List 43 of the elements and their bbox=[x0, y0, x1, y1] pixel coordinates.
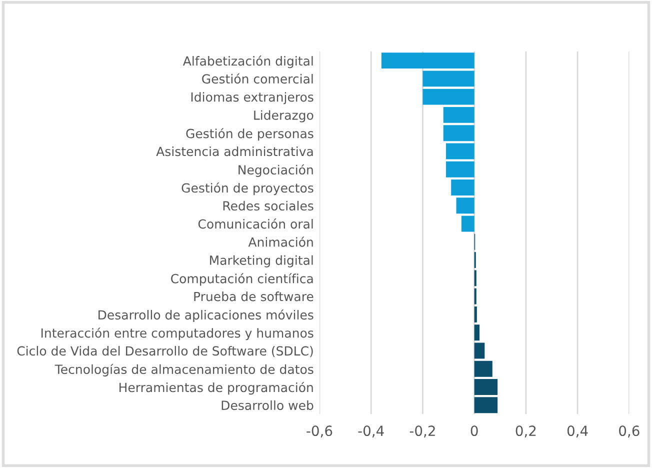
bar bbox=[422, 70, 474, 87]
y-tick-label: Herramientas de programación bbox=[120, 382, 313, 395]
y-tick-label: Liderazgo bbox=[254, 110, 314, 122]
y-tick-label: Ciclo de Vida del Desarrollo de Software (SDLC) bbox=[17, 346, 313, 358]
y-tick-label: Gestión de proyectos bbox=[182, 182, 314, 196]
x-tick-label: 0,4 bbox=[567, 426, 588, 438]
y-tick-label: Asistencia administrativa bbox=[156, 146, 313, 156]
y-tick-label: Gestión de personas bbox=[186, 128, 314, 141]
y-tick-label: Gestión comercial bbox=[202, 73, 313, 84]
y-tick-label: Redes sociales bbox=[223, 200, 314, 211]
y-tick-label: Computación científica bbox=[171, 273, 313, 286]
y-tick-label: Desarrollo de aplicaciones móviles bbox=[98, 309, 314, 322]
y-tick-label: Tecnologías de almacenamiento de datos bbox=[54, 364, 314, 376]
bar bbox=[474, 306, 477, 322]
y-tick-label: Prueba de software bbox=[194, 292, 314, 302]
y-tick-label: Interacción entre computadores y humanos bbox=[41, 328, 314, 340]
bar bbox=[461, 216, 474, 232]
x-tick-label: 0,6 bbox=[619, 426, 640, 438]
bar bbox=[456, 198, 474, 214]
y-tick-label: Comunicación oral bbox=[198, 218, 313, 229]
y-tick-label: Animación bbox=[248, 236, 313, 247]
bar bbox=[451, 180, 474, 196]
bar bbox=[446, 161, 474, 178]
x-tick-label: 0 bbox=[470, 426, 478, 436]
x-tick-label: -0,4 bbox=[358, 426, 384, 438]
bar bbox=[422, 88, 474, 105]
bar bbox=[474, 324, 480, 341]
y-tick-label: Alfabetización digital bbox=[182, 56, 313, 68]
y-tick-label: Idiomas extranjeros bbox=[191, 92, 314, 104]
bar bbox=[474, 379, 498, 395]
bar bbox=[443, 125, 474, 142]
y-tick-label: Marketing digital bbox=[210, 255, 313, 268]
x-tick-label: -0,6 bbox=[306, 426, 332, 438]
bar bbox=[474, 360, 492, 377]
y-tick-label: Negociación bbox=[238, 164, 313, 177]
bar bbox=[446, 143, 474, 160]
bar bbox=[443, 106, 474, 123]
x-tick-label: -0,2 bbox=[410, 426, 435, 438]
x-tick-label: 0,2 bbox=[516, 426, 536, 438]
bar bbox=[381, 52, 474, 69]
bar bbox=[474, 397, 498, 414]
y-tick-label: Desarrollo web bbox=[222, 400, 314, 410]
bar bbox=[474, 342, 485, 359]
